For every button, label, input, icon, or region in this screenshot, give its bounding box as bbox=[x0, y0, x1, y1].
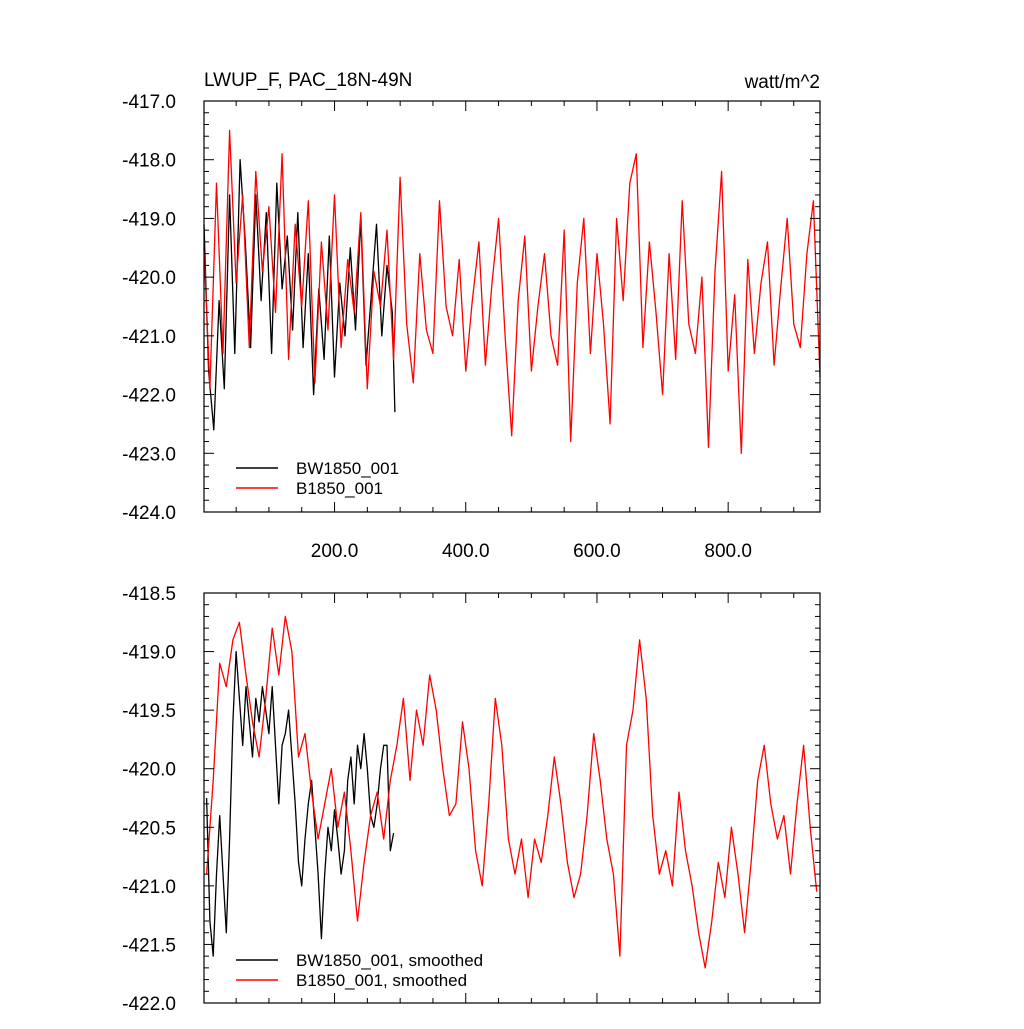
y-tick-label: -423.0 bbox=[122, 444, 176, 465]
y-tick-label: -421.0 bbox=[122, 877, 176, 898]
y-tick-label: -419.5 bbox=[122, 701, 176, 722]
x-tick-label: 200.0 bbox=[311, 541, 359, 562]
legend-label: BW1850_001 bbox=[296, 459, 399, 478]
y-tick-label: -421.5 bbox=[122, 935, 176, 956]
legend-label: BW1850_001, smoothed bbox=[296, 951, 483, 970]
series-line-b1850 bbox=[203, 129, 821, 454]
plot-frame bbox=[203, 100, 821, 513]
y-tick-label: -421.0 bbox=[122, 327, 176, 348]
y-tick-label: -420.0 bbox=[122, 268, 176, 289]
y-tick-label: -422.0 bbox=[122, 386, 176, 407]
series-line-b1850 bbox=[205, 615, 818, 969]
y-tick-label: -418.5 bbox=[122, 584, 176, 605]
x-tick-label: 800.0 bbox=[704, 541, 752, 562]
y-tick-label: -419.0 bbox=[122, 209, 176, 230]
y-tick-label: -420.5 bbox=[122, 818, 176, 839]
y-tick-label: -419.0 bbox=[122, 643, 176, 664]
y-tick-label: -417.0 bbox=[122, 92, 176, 113]
series-line-bw1850 bbox=[205, 650, 395, 957]
units-label: watt/m^2 bbox=[744, 72, 820, 93]
chart-title: LWUP_F, PAC_18N-49N bbox=[204, 70, 412, 91]
x-tick-label: 400.0 bbox=[442, 541, 490, 562]
top-panel: -417.0 -418.0 -419.0 -420.0 -421.0 -422.0 -423… bbox=[122, 92, 821, 562]
plot-frame bbox=[203, 592, 821, 1004]
y-tick-label: -422.0 bbox=[122, 994, 176, 1015]
y-tick-label: -418.0 bbox=[122, 151, 176, 172]
legend-label: B1850_001, smoothed bbox=[296, 971, 467, 990]
y-tick-label: -420.0 bbox=[122, 760, 176, 781]
y-tick-label: -424.0 bbox=[122, 503, 176, 524]
x-tick-label: 600.0 bbox=[573, 541, 621, 562]
legend-label: B1850_001 bbox=[296, 479, 383, 498]
bottom-panel: -418.5 -419.0 -419.5 -420.0 -420.5 -421.0 -421… bbox=[122, 584, 821, 1015]
